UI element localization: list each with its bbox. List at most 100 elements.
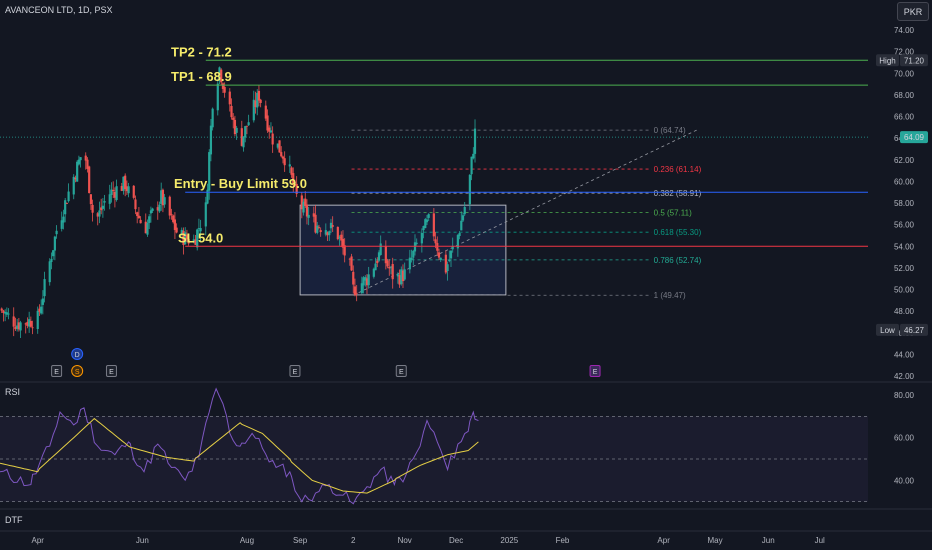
event-marker[interactable]: E xyxy=(105,365,117,377)
low-tag-label-bg xyxy=(876,323,899,336)
candle-body xyxy=(336,226,339,240)
candle-body xyxy=(218,67,221,81)
candle-body xyxy=(403,269,406,280)
candle-body xyxy=(396,274,399,277)
high-tag-value: 71.20 xyxy=(904,56,925,65)
candle-body xyxy=(149,210,153,214)
event-markers[interactable]: D E S E E E E xyxy=(51,348,601,377)
time-axis-tick: May xyxy=(708,536,723,545)
event-marker-shape[interactable] xyxy=(105,365,117,377)
candle-body xyxy=(196,229,199,248)
low-tag: Low 46.27 xyxy=(876,323,928,336)
candle-body xyxy=(415,242,418,244)
candle-body xyxy=(208,152,211,191)
price-axis-tick: 50.00 xyxy=(894,286,915,295)
candle-body xyxy=(360,283,363,294)
event-marker-label: E xyxy=(54,369,59,376)
grid xyxy=(0,381,932,532)
candle-body xyxy=(233,119,237,135)
candle-body xyxy=(343,245,346,256)
candle-body xyxy=(139,219,142,224)
event-marker-shape[interactable] xyxy=(51,365,63,377)
candle-body xyxy=(53,236,56,251)
candle-body xyxy=(422,225,425,231)
tp1-label: TP1 - 68.9 xyxy=(171,69,232,84)
candle-body xyxy=(88,166,91,194)
dtf-label: DTF xyxy=(5,515,23,525)
time-axis-tick: Feb xyxy=(556,536,570,545)
candle-body xyxy=(389,266,393,268)
candle-body xyxy=(163,197,166,205)
candle-body xyxy=(317,227,321,229)
time-axis-tick: Nov xyxy=(398,536,412,545)
last-price-tag: 64.09 xyxy=(900,131,928,144)
candle-body xyxy=(391,264,394,280)
candle-body xyxy=(247,122,250,126)
candle-body xyxy=(50,259,53,263)
event-marker-shape[interactable] xyxy=(589,365,601,377)
candle-body xyxy=(26,321,29,326)
fib-level-label: 0.236 (61.14) xyxy=(654,165,702,174)
candle-body xyxy=(456,235,459,249)
candle-body xyxy=(293,181,297,183)
entry-label: Entry - Buy Limit 59.0 xyxy=(174,176,307,191)
candle-body xyxy=(12,316,15,327)
event-marker[interactable]: S xyxy=(71,365,84,377)
event-marker-shape[interactable] xyxy=(289,365,301,377)
candle-body xyxy=(240,128,243,146)
price-axis-tick: 44.00 xyxy=(894,350,915,359)
candle-body xyxy=(331,225,334,227)
candle-body xyxy=(185,234,189,240)
candle-body xyxy=(376,260,379,264)
annotation-lines[interactable]: TP2 - 71.2 TP1 - 68.9 Entry - Buy Limit 59… xyxy=(0,44,868,247)
candle-body xyxy=(204,202,207,227)
event-marker[interactable]: E xyxy=(289,365,301,377)
candle-body xyxy=(144,221,147,234)
candle-body xyxy=(230,105,233,118)
candle-body xyxy=(329,222,333,229)
time-axis-tick: Jun xyxy=(136,536,149,545)
candle-body xyxy=(175,227,178,233)
event-marker-shape[interactable] xyxy=(395,365,407,377)
candle-body xyxy=(52,250,55,257)
low-tag-value-bg xyxy=(900,323,928,336)
candle-body xyxy=(113,191,116,198)
event-marker[interactable]: E xyxy=(51,365,63,377)
price-axis-tick: 48.00 xyxy=(894,307,915,316)
event-marker[interactable]: D xyxy=(71,348,84,360)
candle-body xyxy=(280,152,283,157)
time-axis-tick: Jul xyxy=(815,536,825,545)
candle-body xyxy=(192,239,195,243)
event-marker[interactable]: E xyxy=(395,365,407,377)
time-axis-tick: Sep xyxy=(293,536,308,545)
candle-body xyxy=(427,214,430,218)
event-marker-shape[interactable] xyxy=(71,348,84,360)
price-axis-tick: 58.00 xyxy=(894,199,915,208)
time-axis-tick: 2 xyxy=(351,536,356,545)
candle-body xyxy=(269,130,273,133)
candle-body xyxy=(353,286,357,296)
candle-body xyxy=(29,320,32,327)
rsi-label: RSI xyxy=(5,387,20,397)
fib-level-label: 1 (49.47) xyxy=(654,291,686,300)
candle-body xyxy=(115,186,118,201)
candle-body xyxy=(355,292,358,294)
candle-body xyxy=(16,325,19,329)
event-marker-label: S xyxy=(75,369,80,376)
candle-body xyxy=(338,237,341,239)
candle-body xyxy=(197,228,201,229)
candle-body xyxy=(62,216,65,223)
candle-body xyxy=(156,207,159,211)
candle-body xyxy=(412,250,415,258)
candle-body xyxy=(257,90,261,101)
candle-body xyxy=(244,126,247,138)
candle-body xyxy=(84,155,87,161)
currency-button[interactable]: PKR xyxy=(897,2,929,21)
time-axis-tick: Dec xyxy=(449,536,463,545)
candle-body xyxy=(232,117,235,120)
price-axis-tick: 42.00 xyxy=(894,372,915,381)
candle-body xyxy=(151,208,154,211)
event-marker[interactable]: E xyxy=(589,365,601,377)
event-marker-shape[interactable] xyxy=(71,365,84,377)
